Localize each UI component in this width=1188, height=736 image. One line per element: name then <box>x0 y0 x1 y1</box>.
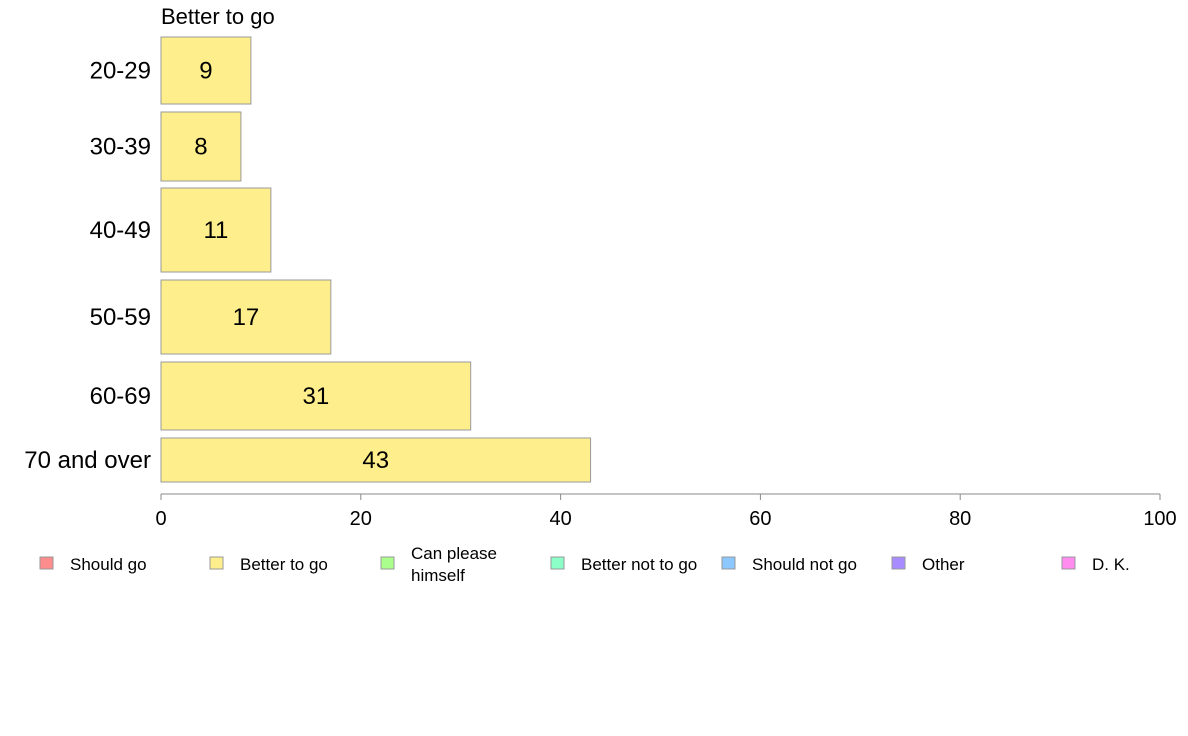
category-label: 40-49 <box>90 217 151 244</box>
bar-value-label: 9 <box>199 58 212 85</box>
x-axis: 0 20 40 60 80 100 <box>155 493 1177 530</box>
bar-value-label: 17 <box>233 304 260 331</box>
legend-label: Should go <box>70 555 147 574</box>
category-label: 70 and over <box>24 447 151 474</box>
bar-value-label: 31 <box>302 383 329 410</box>
legend-item: Other <box>891 555 965 574</box>
bar-30-39 <box>160 111 242 182</box>
legend-label: Should not go <box>752 555 857 574</box>
category-label: 30-39 <box>90 134 151 161</box>
legend-label: D. K. <box>1092 555 1130 574</box>
legend-item: D. K. <box>1061 555 1130 574</box>
legend-item: Better not to go <box>550 555 697 574</box>
legend-label: himself <box>411 566 465 585</box>
legend-label: Better to go <box>240 555 328 574</box>
x-tick-label: 80 <box>949 508 971 530</box>
bars-group: 9 20-29 8 30-39 11 40-49 17 50-59 31 60-69 43 70 an… <box>24 36 592 483</box>
legend-label: Can please <box>411 544 497 563</box>
legend-swatch <box>209 556 224 570</box>
legend-item: Can please himself <box>380 544 497 585</box>
legend-swatch <box>39 556 54 570</box>
category-label: 20-29 <box>90 58 151 85</box>
bar-70-and-over <box>160 437 592 483</box>
bar-value-label: 8 <box>194 134 207 161</box>
category-label: 60-69 <box>90 383 151 410</box>
legend-label: Better not to go <box>581 555 697 574</box>
bar-40-49 <box>160 187 272 273</box>
legend-swatch <box>550 556 565 570</box>
x-tick-label: 0 <box>155 508 166 530</box>
legend-swatch <box>891 556 906 570</box>
x-tick-label: 100 <box>1143 508 1176 530</box>
legend: Should go Better to go Can please himself Be… <box>39 544 1130 585</box>
x-tick-label: 20 <box>350 508 372 530</box>
legend-swatch <box>1061 556 1076 570</box>
legend-swatch <box>721 556 736 570</box>
chart-title: Better to go <box>161 4 275 29</box>
legend-item: Should go <box>39 555 147 574</box>
bar-60-69 <box>160 361 472 431</box>
category-label: 50-59 <box>90 304 151 331</box>
bar-value-label: 43 <box>362 447 389 474</box>
bar-value-label: 11 <box>203 217 228 244</box>
legend-item: Better to go <box>209 555 328 574</box>
bar-20-29 <box>160 36 252 105</box>
x-tick-label: 60 <box>749 508 771 530</box>
x-tick-label: 40 <box>549 508 571 530</box>
legend-item: Should not go <box>721 555 857 574</box>
bar-50-59 <box>160 279 332 355</box>
legend-swatch <box>380 556 395 570</box>
legend-label: Other <box>922 555 965 574</box>
